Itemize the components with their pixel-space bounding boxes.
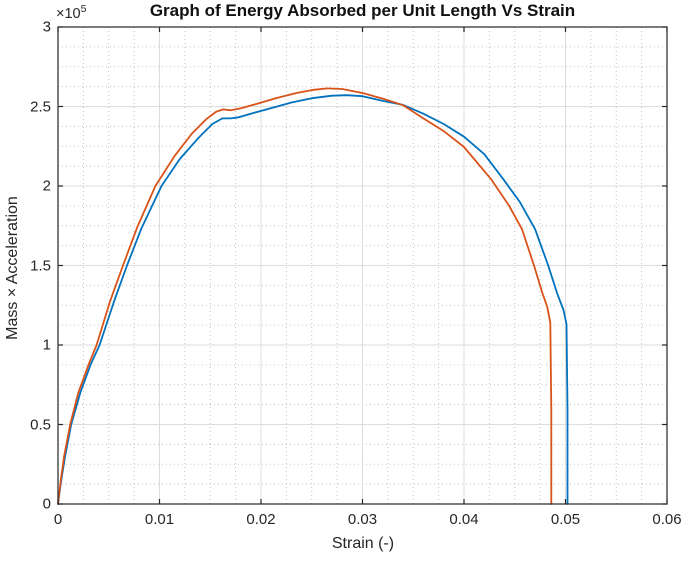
y-tick-label: 1.5 xyxy=(30,257,51,274)
y-axis-multiplier: ×105 xyxy=(56,3,86,22)
y-tick-label: 2.5 xyxy=(30,98,51,115)
y-tick-label: 0.5 xyxy=(30,416,51,433)
orange-series-line xyxy=(57,87,553,505)
x-axis-label: Strain (-) xyxy=(331,535,395,552)
x-tick-label: 0.04 xyxy=(449,511,479,528)
chart-title: Graph of Energy Absorbed per Unit Length… xyxy=(149,1,576,20)
y-tick-label: 2 xyxy=(42,177,51,195)
x-tick-label: 0.05 xyxy=(550,511,581,528)
y-axis-multiplier-exponent: 5 xyxy=(80,3,87,15)
y-tick-label: 0 xyxy=(42,495,51,513)
x-tick-label: 0.06 xyxy=(652,511,682,528)
x-tick-label: 0.01 xyxy=(144,511,175,528)
x-tick-label: 0.03 xyxy=(347,511,378,528)
blue-series-line xyxy=(57,94,569,505)
y-tick-label: 1 xyxy=(42,336,51,354)
x-tick-label: 0.02 xyxy=(246,511,276,528)
y-axis-multiplier-base: ×10 xyxy=(56,5,81,22)
x-tick-label: 0 xyxy=(53,511,63,528)
y-tick-label: 3 xyxy=(42,18,51,36)
